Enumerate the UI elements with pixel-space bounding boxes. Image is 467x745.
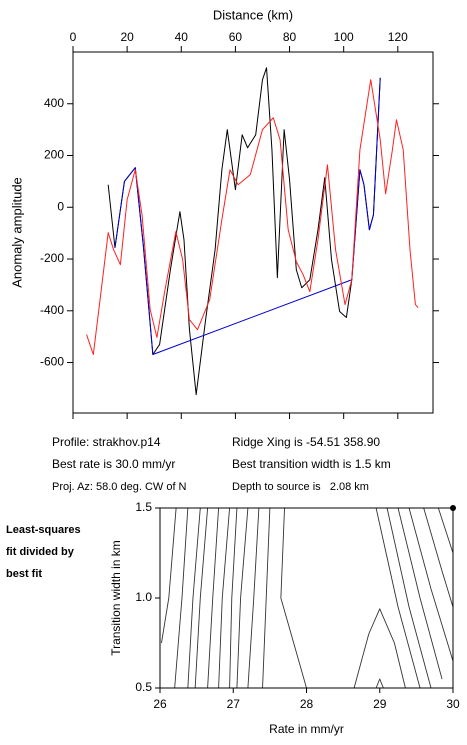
data-line (107, 67, 381, 396)
data-line (236, 507, 249, 689)
y-tick-label: 0 (57, 199, 64, 213)
y-tick-label: -200 (40, 251, 64, 265)
data-line (218, 507, 231, 689)
x-axis-title: Rate in mm/yr (269, 722, 344, 736)
x-tick-label: 28 (300, 697, 314, 711)
data-line (174, 507, 189, 689)
data-line (86, 79, 419, 356)
y-tick-label: -600 (40, 355, 64, 369)
x-tick-label: 80 (283, 30, 297, 44)
data-line (375, 678, 384, 689)
note: Least-squares (6, 524, 81, 536)
info-text: Depth to source is 2.08 km (232, 481, 369, 493)
data-line (114, 77, 381, 356)
y-axis-title: Transition width in km (109, 540, 123, 656)
note: fit divided by (6, 546, 75, 558)
y-tick-label: 1.5 (135, 500, 152, 514)
info-text: Best rate is 30.0 mm/yr (52, 457, 175, 471)
info-text: Best transition width is 1.5 km (232, 457, 391, 471)
x-tick-label: 26 (153, 697, 167, 711)
x-tick-label: 29 (373, 697, 387, 711)
data-line (247, 507, 260, 689)
x-tick-label: 40 (175, 30, 189, 44)
x-tick-label: 27 (227, 697, 241, 711)
data-line (229, 507, 238, 689)
y-tick-label: 0.5 (135, 680, 152, 694)
best-fit-marker (450, 505, 456, 511)
x-axis-title: Distance (km) (213, 7, 293, 22)
data-line (161, 507, 177, 644)
x-tick-label: 60 (229, 30, 243, 44)
x-tick-label: 100 (334, 30, 354, 44)
info-text: Profile: strakhov.p14 (52, 435, 161, 449)
info-text: Ridge Xing is -54.51 358.90 (232, 435, 380, 449)
y-tick-label: 200 (44, 148, 64, 162)
y-tick-label: 400 (44, 96, 64, 110)
x-tick-label: 30 (446, 697, 460, 711)
data-line (280, 507, 307, 689)
note: best fit (6, 568, 42, 580)
info-text: Proj. Az: 58.0 deg. CW of N (52, 481, 187, 493)
y-tick-label: 1.0 (135, 590, 152, 604)
data-line (408, 507, 454, 662)
data-line (262, 507, 271, 689)
data-line (386, 507, 432, 689)
plot-frame (72, 51, 434, 414)
data-line (397, 507, 443, 680)
data-line (353, 608, 406, 689)
data-line (194, 507, 209, 689)
y-tick-label: -400 (40, 303, 64, 317)
x-tick-label: 20 (120, 30, 134, 44)
data-line (437, 507, 454, 554)
x-tick-label: 120 (388, 30, 408, 44)
x-tick-label: 0 (70, 30, 77, 44)
data-line (187, 507, 201, 689)
data-line (423, 507, 454, 608)
data-line (207, 507, 220, 689)
y-axis-title: Anomaly amplitude (9, 177, 24, 288)
plot-frame (159, 507, 454, 689)
data-line (375, 507, 421, 689)
